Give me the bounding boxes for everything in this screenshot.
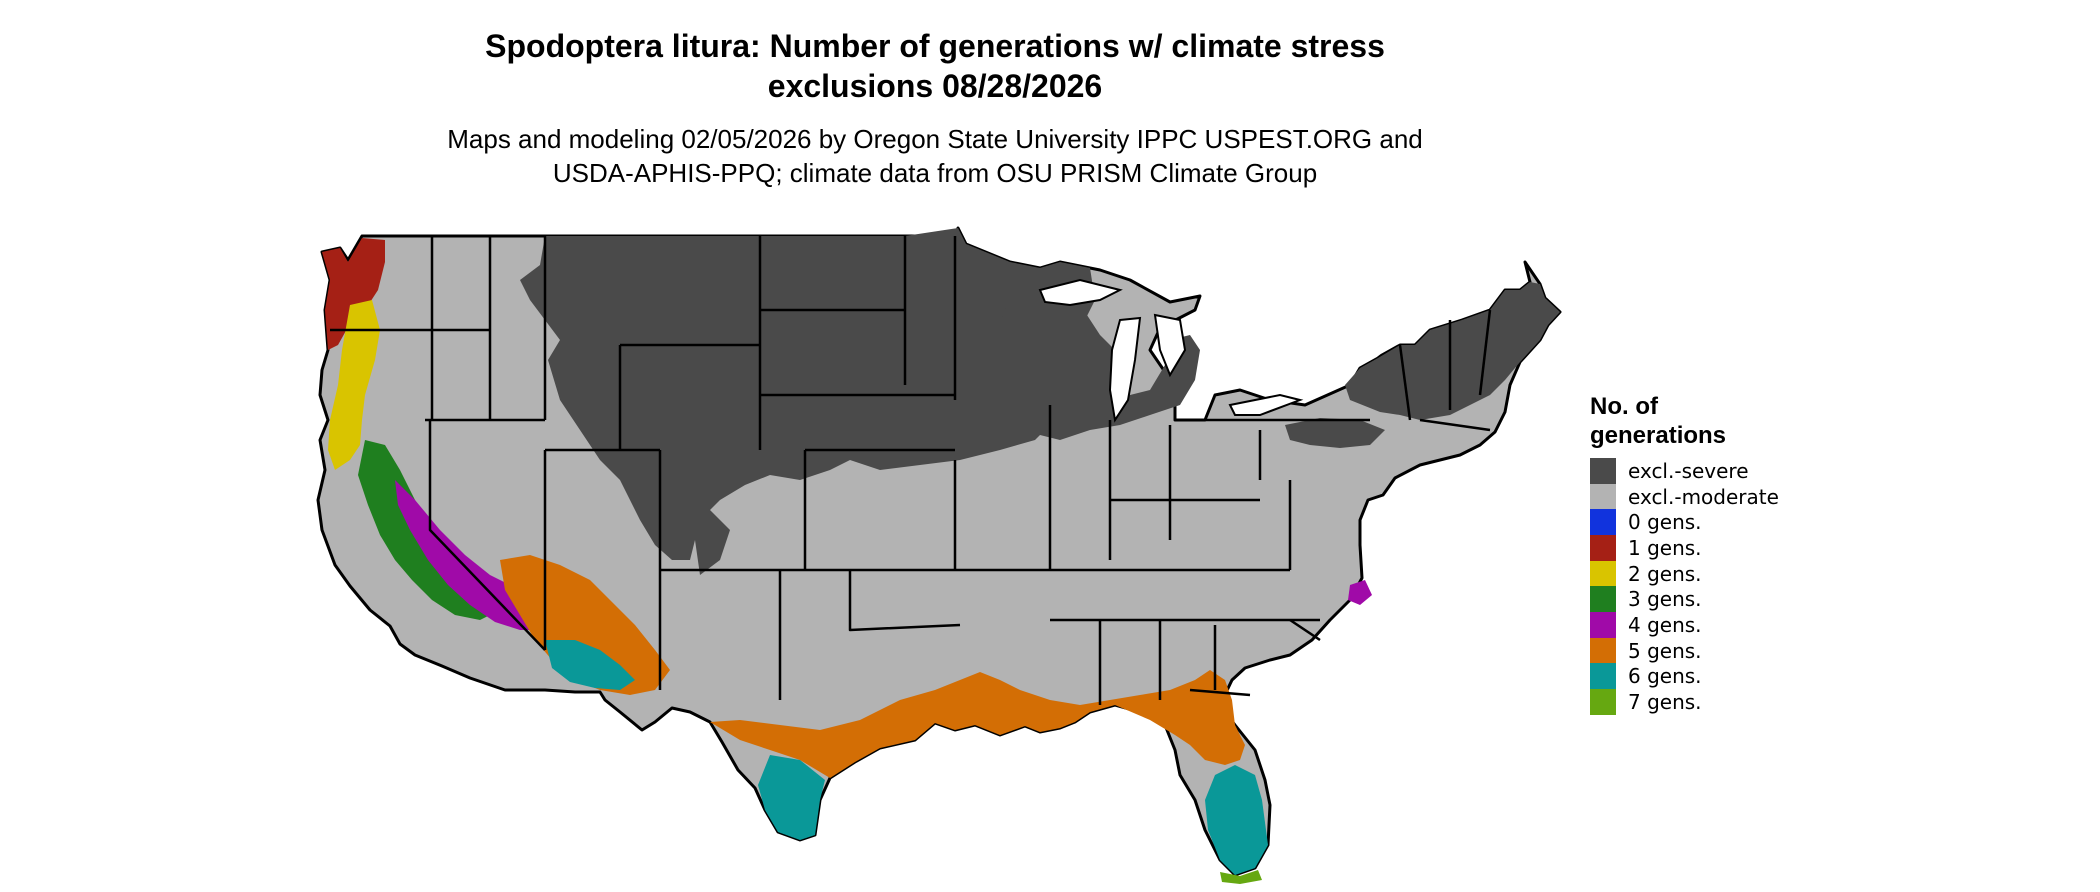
legend-items: excl.-severe excl.-moderate 0 gens. 1 ge…	[1590, 457, 1779, 716]
state-boundaries	[330, 236, 1492, 705]
legend-swatch	[1590, 586, 1616, 613]
legend-item-6-gens: 6 gens.	[1590, 663, 1779, 690]
legend-label: 2 gens.	[1628, 561, 1702, 586]
map-subtitle-line-2: USDA-APHIS-PPQ; climate data from OSU PR…	[552, 158, 1318, 188]
region-7-gens-florida	[1220, 870, 1262, 884]
region-6-gens-texas	[758, 755, 825, 840]
legend-item-5-gens: 5 gens.	[1590, 637, 1779, 664]
legend-swatch	[1590, 611, 1616, 638]
legend-item-excl-severe: excl.-severe	[1590, 457, 1779, 484]
legend-item-0-gens: 0 gens.	[1590, 509, 1779, 536]
region-excl-severe-appalachia	[1285, 418, 1385, 448]
lake-huron	[1153, 313, 1187, 378]
legend-item-7-gens: 7 gens.	[1590, 689, 1779, 716]
legend-swatch	[1590, 483, 1616, 510]
legend-label: 6 gens.	[1628, 664, 1702, 689]
map-subtitle: Maps and modeling 02/05/2026 by Oregon S…	[0, 122, 1870, 190]
legend-title-line-1: No. of	[1590, 393, 1658, 420]
lake-erie	[1228, 393, 1304, 416]
lake-michigan	[1108, 316, 1142, 423]
lake-superior	[1038, 278, 1123, 307]
legend-label: 7 gens.	[1628, 690, 1702, 715]
region-6-gens-florida	[1205, 765, 1268, 875]
map-title: Spodoptera litura: Number of generations…	[0, 26, 1870, 106]
region-excl-severe-rockies	[680, 470, 730, 575]
map-title-line-1: Spodoptera litura: Number of generations…	[485, 28, 1385, 64]
legend-title-line-2: generations	[1590, 422, 1727, 449]
legend-swatch	[1590, 509, 1616, 536]
legend-swatch	[1590, 689, 1616, 716]
region-excl-severe-great-lakes	[995, 295, 1200, 440]
legend-label: excl.-moderate	[1628, 484, 1779, 509]
legend-item-4-gens: 4 gens.	[1590, 611, 1779, 638]
region-excl-severe-northeast	[1345, 282, 1560, 420]
legend-swatch	[1590, 637, 1616, 664]
legend-title: No. of generations	[1590, 392, 1779, 450]
region-1-gens-northwest	[322, 238, 385, 350]
legend-label: 5 gens.	[1628, 638, 1702, 663]
region-5-gens-southwest	[500, 555, 670, 695]
legend-swatch	[1590, 663, 1616, 690]
map-subtitle-line-1: Maps and modeling 02/05/2026 by Oregon S…	[447, 124, 1423, 154]
legend-label: 3 gens.	[1628, 587, 1702, 612]
legend-label: 1 gens.	[1628, 535, 1702, 560]
region-4-gens-carolina	[1348, 580, 1372, 605]
legend-item-excl-moderate: excl.-moderate	[1590, 483, 1779, 510]
legend-swatch	[1590, 457, 1616, 484]
legend-swatch	[1590, 534, 1616, 561]
region-5-gens-gulf	[710, 670, 1245, 778]
legend-swatch	[1590, 560, 1616, 587]
legend-label: 0 gens.	[1628, 510, 1702, 535]
region-6-gens-arizona	[545, 640, 635, 690]
legend-label: 4 gens.	[1628, 612, 1702, 637]
great-lakes	[1038, 278, 1304, 423]
legend-item-2-gens: 2 gens.	[1590, 560, 1779, 587]
legend-item-1-gens: 1 gens.	[1590, 534, 1779, 561]
legend-item-3-gens: 3 gens.	[1590, 586, 1779, 613]
legend-label: excl.-severe	[1628, 458, 1749, 483]
region-2-gens-pacific	[328, 300, 380, 470]
map-title-line-2: exclusions 08/28/2026	[767, 68, 1103, 104]
legend: No. of generations excl.-severe excl.-mo…	[1590, 392, 1779, 716]
